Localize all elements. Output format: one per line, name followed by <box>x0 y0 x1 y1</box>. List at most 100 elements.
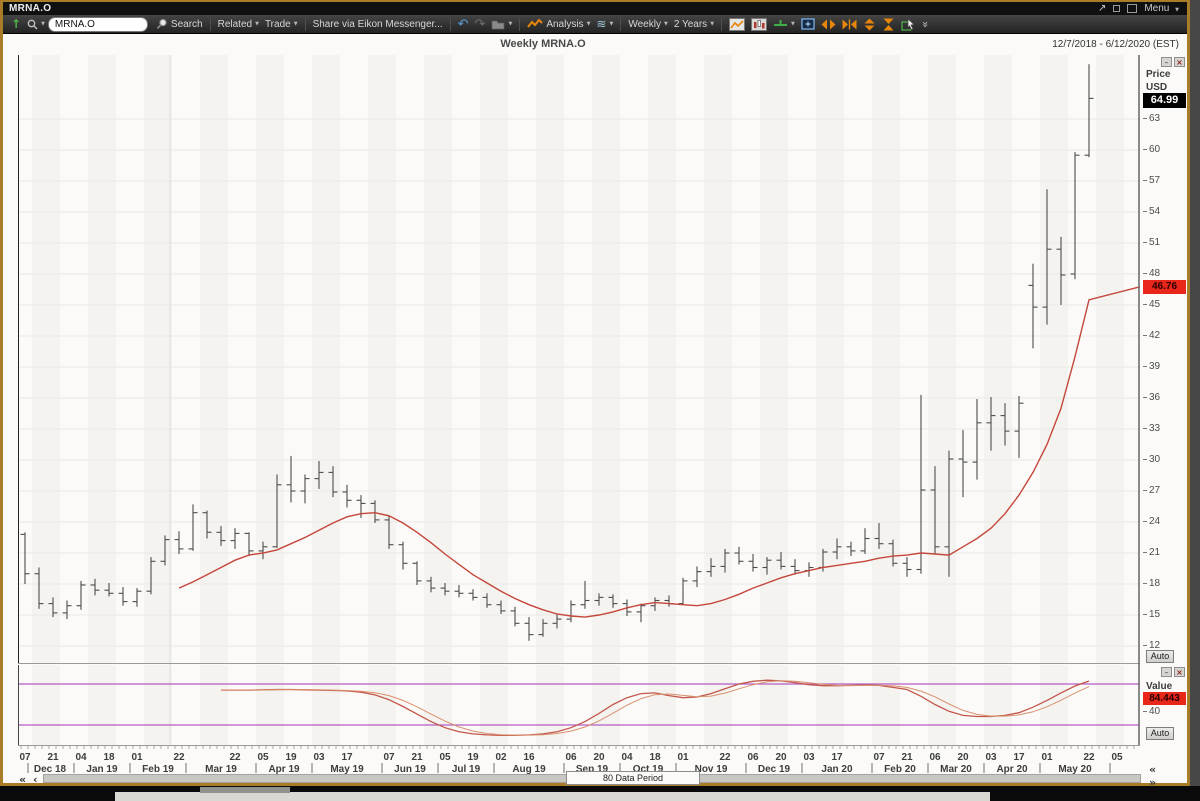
ma-value-box: 46.76 <box>1143 280 1186 294</box>
pin-icon[interactable] <box>1113 5 1121 12</box>
svg-text:Dec 19: Dec 19 <box>758 764 791 775</box>
chart-style-button[interactable] <box>751 17 768 31</box>
price-tick: 57 <box>1143 175 1160 188</box>
value-axis-label: Value <box>1146 681 1173 692</box>
value-panel-controls: – × <box>1161 667 1185 677</box>
svg-text:19: 19 <box>467 752 479 763</box>
analysis-zigzag-icon <box>527 19 544 28</box>
related-caret-icon: ▼ <box>255 21 259 27</box>
svg-text:18: 18 <box>103 752 115 763</box>
stoch-value-box: 84.443 <box>1143 692 1186 705</box>
svg-text:04: 04 <box>621 752 633 763</box>
panel-close-icon[interactable]: × <box>1174 57 1185 67</box>
price-tick: 15 <box>1143 609 1160 622</box>
window-title: MRNA.O <box>9 3 52 14</box>
menu-button[interactable]: Menu ▼ <box>1144 3 1179 14</box>
restore-icon[interactable] <box>1127 4 1138 13</box>
stochastic-d-line <box>221 680 1090 736</box>
last-price-box: 64.99 <box>1143 93 1186 108</box>
svg-text:Mar 20: Mar 20 <box>940 764 972 775</box>
price-tick: 51 <box>1143 237 1160 250</box>
svg-text:06: 06 <box>747 752 759 763</box>
analysis-button[interactable]: Analysis ▼ <box>527 19 590 30</box>
svg-text:Apr 19: Apr 19 <box>268 764 300 775</box>
svg-text:02: 02 <box>495 752 507 763</box>
select-cursor-tool[interactable] <box>901 17 916 31</box>
svg-text:Oct 19: Oct 19 <box>633 764 664 775</box>
toolbar: ↑ ▼ Search Related ▼ Trade ▼ Share via E… <box>3 15 1187 34</box>
price-tick: 42 <box>1143 330 1160 343</box>
open-folder-button[interactable]: ▼ <box>491 19 512 30</box>
price-chart-plot[interactable]: 07 21 04 18 01 22 22 05 19 03 17 07 21 05 19 02 16 06 20 04… <box>18 55 1140 777</box>
svg-text:May 20: May 20 <box>1058 764 1092 775</box>
compress-horizontal-tool[interactable] <box>842 19 857 30</box>
price-auto-button[interactable]: Auto <box>1146 650 1174 663</box>
svg-text:Jun 19: Jun 19 <box>394 764 426 775</box>
svg-text:16: 16 <box>523 752 535 763</box>
interval-caret-icon: ▼ <box>663 21 668 27</box>
search-button[interactable]: Search <box>156 18 203 30</box>
svg-text:22: 22 <box>229 752 241 763</box>
chart-title: Weekly MRNA.O <box>500 38 586 50</box>
price-tick: 36 <box>1143 392 1160 405</box>
svg-text:07: 07 <box>19 752 31 763</box>
svg-text:22: 22 <box>1083 752 1095 763</box>
svg-text:05: 05 <box>1111 752 1123 763</box>
zoom-box-tool[interactable] <box>801 18 815 30</box>
price-tick: 45 <box>1143 299 1160 312</box>
gridlines <box>18 55 1140 745</box>
popout-icon[interactable]: ↗ <box>1097 3 1107 14</box>
folder-icon <box>492 20 505 29</box>
desktop-strip <box>0 786 1200 801</box>
svg-text:05: 05 <box>439 752 451 763</box>
axis-scroll-arrows-icon[interactable]: « » <box>1149 763 1165 789</box>
title-bar[interactable]: MRNA.O ↗ Menu ▼ <box>3 2 1187 15</box>
expand-horizontal-tool[interactable] <box>821 19 836 30</box>
horizontal-line-tool[interactable]: ▼ <box>773 18 795 30</box>
data-period-badge: 80 Data Period <box>566 771 700 785</box>
background-window-edge <box>115 792 990 801</box>
svg-text:21: 21 <box>901 752 913 763</box>
redo-icon[interactable]: ↷ <box>474 16 486 32</box>
svg-text:22: 22 <box>173 752 185 763</box>
price-tick: 21 <box>1143 547 1160 560</box>
up-arrow-icon[interactable]: ↑ <box>11 17 22 31</box>
svg-text:20: 20 <box>957 752 969 763</box>
taskbar-fragment <box>200 787 290 793</box>
interval-dropdown[interactable]: Weekly ▼ <box>628 18 668 30</box>
svg-text:Mar 19: Mar 19 <box>205 764 237 775</box>
expand-vertical-tool[interactable] <box>863 18 876 31</box>
more-tools-icon[interactable]: » <box>918 20 932 28</box>
trade-button[interactable]: Trade ▼ <box>264 18 298 30</box>
range-dropdown[interactable]: 2 Years ▼ <box>673 18 715 30</box>
value-minimize-icon[interactable]: – <box>1161 667 1172 677</box>
share-messenger-button[interactable]: Share via Eikon Messenger... <box>312 18 443 30</box>
related-button[interactable]: Related ▼ <box>217 18 259 30</box>
price-tick: 12 <box>1143 640 1160 653</box>
right-axis-column: – × Price USD 64.99 63 60 57 54 51 48 45 42 39 36… <box>1143 55 1187 789</box>
svg-text:06: 06 <box>565 752 577 763</box>
scroll-left-button[interactable]: ‹ <box>33 773 38 786</box>
hourglass-icon <box>883 18 894 30</box>
svg-text:Jul 19: Jul 19 <box>452 764 481 775</box>
svg-text:19: 19 <box>285 752 297 763</box>
compress-vertical-tool[interactable] <box>882 18 895 31</box>
scroll-far-left-button[interactable]: « <box>19 773 27 786</box>
price-axis-label-1: Price <box>1146 69 1171 80</box>
chart-type-button[interactable] <box>729 17 746 31</box>
svg-text:07: 07 <box>383 752 395 763</box>
panel-minimize-icon[interactable]: – <box>1161 57 1172 67</box>
expand-horizontal-icon <box>821 19 836 29</box>
symbol-input[interactable] <box>47 16 148 32</box>
svg-text:21: 21 <box>411 752 423 763</box>
value-close-icon[interactable]: × <box>1174 667 1185 677</box>
undo-icon[interactable]: ↶ <box>457 16 469 32</box>
svg-text:20: 20 <box>593 752 605 763</box>
overlay-waves-button[interactable]: ≋ ▼ <box>596 17 614 31</box>
svg-text:Jan 20: Jan 20 <box>821 764 853 775</box>
quote-search-icon[interactable]: ▼ <box>27 19 45 30</box>
folder-caret-icon: ▼ <box>508 21 513 27</box>
svg-text:Dec 18: Dec 18 <box>34 764 67 775</box>
analysis-caret-icon: ▼ <box>586 21 591 27</box>
value-auto-button[interactable]: Auto <box>1146 727 1174 740</box>
